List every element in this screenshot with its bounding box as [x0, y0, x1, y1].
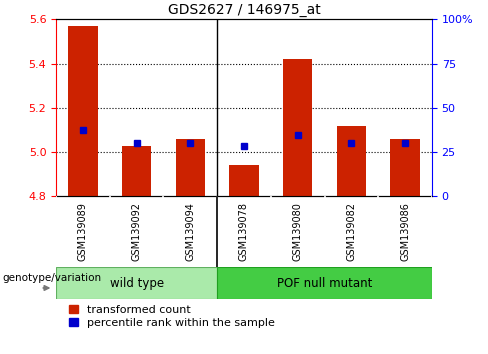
Text: GSM139080: GSM139080	[293, 202, 303, 261]
Title: GDS2627 / 146975_at: GDS2627 / 146975_at	[167, 3, 321, 17]
Text: GSM139082: GSM139082	[346, 202, 356, 261]
Text: genotype/variation: genotype/variation	[3, 273, 102, 284]
Text: GSM139078: GSM139078	[239, 202, 249, 261]
Bar	[229, 165, 259, 196]
Legend: transformed count, percentile rank within the sample: transformed count, percentile rank withi…	[69, 305, 275, 328]
Bar	[283, 59, 312, 196]
Text: GSM139086: GSM139086	[400, 202, 410, 261]
Text: POF null mutant: POF null mutant	[277, 277, 372, 290]
Text: wild type: wild type	[110, 277, 163, 290]
Bar	[56, 267, 217, 299]
Text: GSM139094: GSM139094	[185, 202, 195, 261]
Text: GSM139089: GSM139089	[78, 202, 88, 261]
Bar	[122, 145, 151, 196]
Bar	[176, 139, 205, 196]
Text: GSM139092: GSM139092	[132, 202, 142, 261]
Bar	[217, 267, 432, 299]
Bar	[337, 126, 366, 196]
Bar	[390, 139, 420, 196]
Bar	[68, 26, 98, 196]
